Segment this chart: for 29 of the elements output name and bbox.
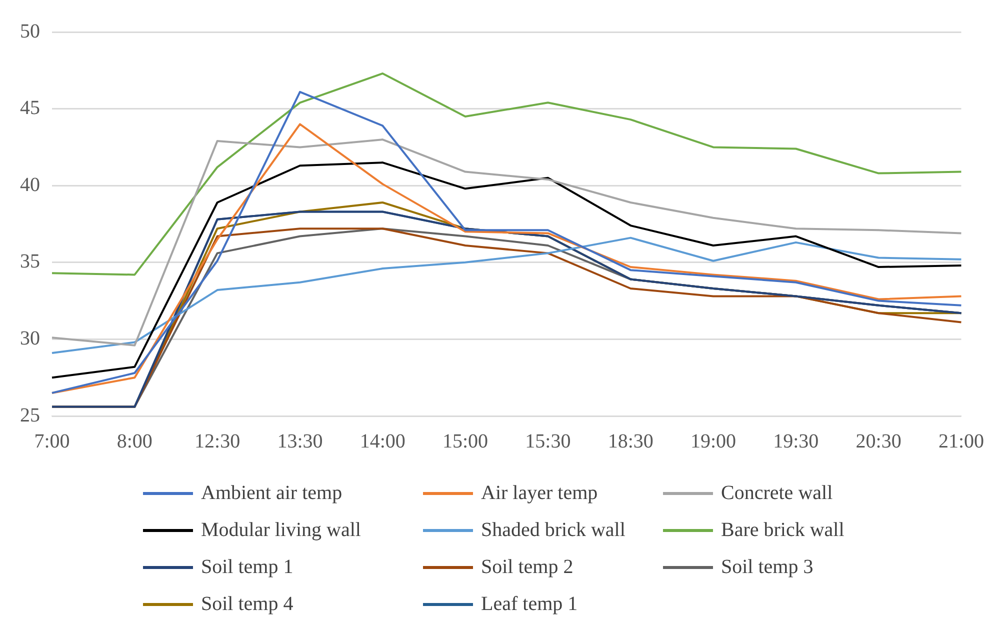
legend-label: Shaded brick wall — [481, 519, 626, 542]
legend-label: Concrete wall — [721, 482, 833, 505]
y-tick-label: 35 — [20, 250, 40, 273]
legend-label: Leaf temp 1 — [481, 593, 578, 616]
legend-label: Bare brick wall — [721, 519, 844, 542]
legend-label: Soil temp 3 — [721, 556, 814, 579]
legend-label: Air layer temp — [481, 482, 598, 505]
legend-label: Modular living wall — [201, 519, 361, 542]
x-tick-label: 21:00 — [938, 430, 984, 452]
y-tick-label: 45 — [20, 97, 40, 120]
legend-label: Soil temp 4 — [201, 593, 294, 616]
x-tick-label: 7:00 — [34, 430, 70, 452]
x-tick-label: 18:30 — [608, 430, 654, 452]
legend-label: Ambient air temp — [201, 482, 342, 505]
x-tick-label: 15:00 — [442, 430, 488, 452]
x-tick-label: 19:30 — [773, 430, 819, 452]
x-tick-label: 12:30 — [194, 430, 240, 452]
x-tick-label: 20:30 — [856, 430, 902, 452]
x-tick-label: 15:30 — [525, 430, 571, 452]
x-tick-label: 19:00 — [690, 430, 736, 452]
y-tick-label: 50 — [20, 20, 40, 42]
y-tick-label: 40 — [20, 174, 40, 196]
x-tick-label: 8:00 — [116, 430, 152, 452]
y-tick-label: 30 — [20, 327, 40, 350]
legend-label: Soil temp 1 — [201, 556, 294, 579]
y-tick-label: 25 — [20, 404, 40, 426]
x-tick-label: 13:30 — [277, 430, 323, 452]
x-tick-label: 14:00 — [360, 430, 406, 452]
legend-label: Soil temp 2 — [481, 556, 574, 579]
